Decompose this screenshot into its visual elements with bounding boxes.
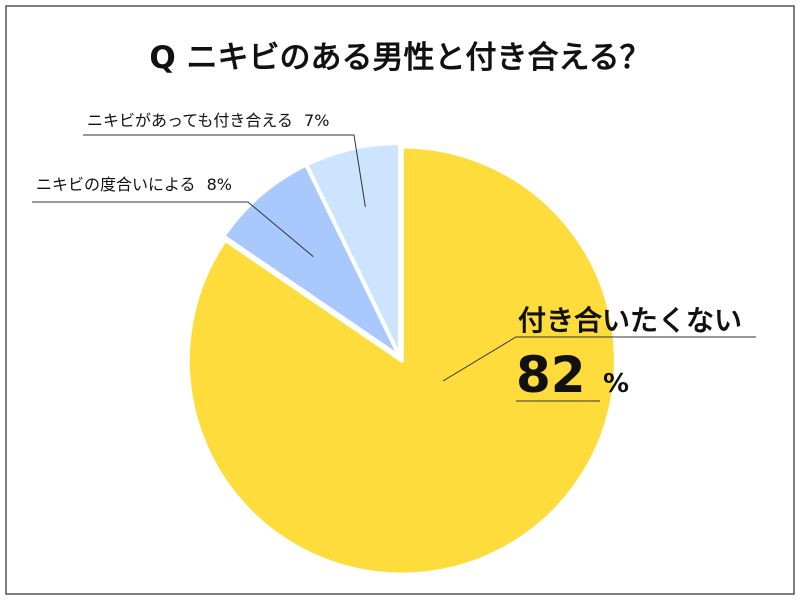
- leader-line-dating-ok: [83, 134, 366, 207]
- chart-title: Q ニキビのある男性と付き合える？: [149, 40, 650, 76]
- slice-label-depends-value: 8%: [207, 175, 232, 194]
- slice-label-not-dating-unit: %: [603, 369, 629, 399]
- slice-label-not-dating-name: 付き合いたくない: [518, 304, 742, 337]
- pie-slice-depends: [221, 162, 402, 359]
- pie-slice-dating-ok: [304, 141, 402, 359]
- leader-line-depends: [32, 201, 314, 257]
- slice-label-not-dating-number: 82: [516, 346, 586, 404]
- pie-slices: [185, 141, 618, 577]
- leader-lines: [32, 134, 756, 402]
- slice-label-depends-name: ニキビの度合いによる: [36, 175, 196, 194]
- slice-label-dating-ok-value: 7%: [304, 111, 329, 130]
- slice-label-dating-ok-name: ニキビがあっても付き合える: [87, 111, 293, 130]
- slice-label-not-dating-value: 82 %: [516, 346, 629, 404]
- slice-label-dating-ok: ニキビがあっても付き合える 7%: [87, 111, 329, 130]
- pie-slice-not-dating: [185, 144, 618, 577]
- leader-line-not-dating: [442, 336, 756, 382]
- slice-label-depends: ニキビの度合いによる 8%: [36, 175, 232, 194]
